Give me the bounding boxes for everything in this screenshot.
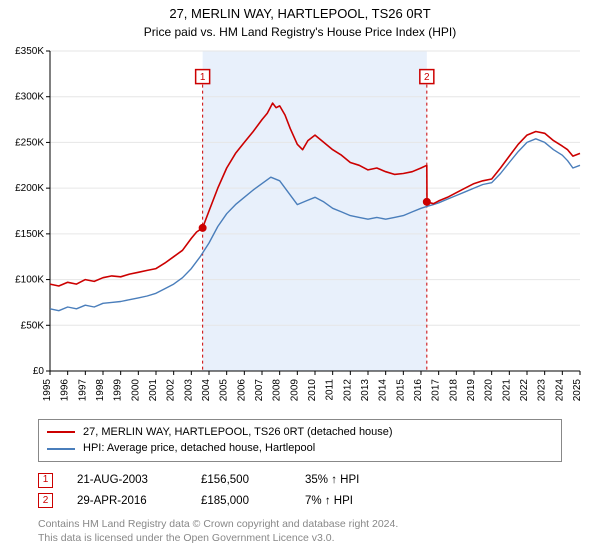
svg-text:2022: 2022 bbox=[519, 378, 530, 401]
sale-price: £156,500 bbox=[201, 470, 281, 491]
svg-text:1999: 1999 bbox=[113, 378, 124, 401]
chart-subtitle: Price paid vs. HM Land Registry's House … bbox=[0, 23, 600, 43]
sale-marker-box: 1 bbox=[38, 473, 53, 488]
chart-title: 27, MERLIN WAY, HARTLEPOOL, TS26 0RT bbox=[0, 0, 600, 23]
svg-text:2003: 2003 bbox=[183, 378, 194, 401]
svg-text:£100K: £100K bbox=[15, 274, 44, 285]
svg-text:2007: 2007 bbox=[254, 378, 265, 401]
svg-text:2016: 2016 bbox=[413, 378, 424, 401]
svg-text:2010: 2010 bbox=[307, 378, 318, 401]
svg-text:£150K: £150K bbox=[15, 229, 44, 240]
svg-text:2004: 2004 bbox=[201, 378, 212, 401]
sale-row: 1 21-AUG-2003 £156,500 35% ↑ HPI bbox=[38, 470, 562, 491]
sales-table: 1 21-AUG-2003 £156,500 35% ↑ HPI 2 29-APR-201… bbox=[38, 470, 562, 511]
sale-price: £185,000 bbox=[201, 491, 281, 512]
svg-text:2017: 2017 bbox=[431, 378, 442, 401]
chart-container: 27, MERLIN WAY, HARTLEPOOL, TS26 0RT Pri… bbox=[0, 0, 600, 560]
svg-text:2018: 2018 bbox=[448, 378, 459, 401]
svg-text:2014: 2014 bbox=[378, 378, 389, 401]
sale-hpi: 7% ↑ HPI bbox=[305, 491, 385, 512]
legend-label: 27, MERLIN WAY, HARTLEPOOL, TS26 0RT (de… bbox=[83, 424, 393, 441]
sale-date: 29-APR-2016 bbox=[77, 491, 177, 512]
legend-box: 27, MERLIN WAY, HARTLEPOOL, TS26 0RT (de… bbox=[38, 419, 562, 462]
sale-row: 2 29-APR-2016 £185,000 7% ↑ HPI bbox=[38, 491, 562, 512]
svg-text:2011: 2011 bbox=[325, 378, 336, 400]
sale-marker-box: 2 bbox=[38, 493, 53, 508]
legend-swatch bbox=[47, 448, 75, 450]
sale-hpi: 35% ↑ HPI bbox=[305, 470, 385, 491]
svg-text:2021: 2021 bbox=[501, 378, 512, 401]
sale-date: 21-AUG-2003 bbox=[77, 470, 177, 491]
svg-text:2015: 2015 bbox=[395, 378, 406, 401]
svg-text:2009: 2009 bbox=[289, 378, 300, 401]
legend-label: HPI: Average price, detached house, Hart… bbox=[83, 440, 315, 457]
svg-text:2001: 2001 bbox=[148, 378, 159, 401]
svg-text:2008: 2008 bbox=[272, 378, 283, 401]
svg-text:2023: 2023 bbox=[537, 378, 548, 401]
footer-text: Contains HM Land Registry data © Crown c… bbox=[38, 517, 562, 545]
svg-text:£300K: £300K bbox=[15, 92, 44, 103]
legend-swatch bbox=[47, 431, 75, 433]
svg-text:£0: £0 bbox=[33, 366, 45, 377]
line-chart-svg: £0 £50K £100K £150K £200K £250K £300K £350K 1995… bbox=[8, 43, 590, 413]
footer-line2: This data is licensed under the Open Gov… bbox=[38, 531, 562, 545]
svg-text:£50K: £50K bbox=[21, 320, 45, 331]
svg-text:2019: 2019 bbox=[466, 378, 477, 401]
svg-text:£250K: £250K bbox=[15, 137, 44, 148]
svg-text:2013: 2013 bbox=[360, 378, 371, 401]
svg-text:2006: 2006 bbox=[236, 378, 247, 401]
svg-text:1997: 1997 bbox=[77, 378, 88, 401]
footer-line1: Contains HM Land Registry data © Crown c… bbox=[38, 517, 562, 531]
chart-area: £0£50K£100K£150K£200K£250K£300K£350K1995… bbox=[44, 43, 590, 413]
svg-text:2000: 2000 bbox=[130, 378, 141, 401]
svg-text:2020: 2020 bbox=[484, 378, 495, 401]
svg-text:1995: 1995 bbox=[42, 378, 53, 401]
svg-text:1996: 1996 bbox=[60, 378, 71, 401]
svg-text:2012: 2012 bbox=[342, 378, 353, 401]
svg-text:2024: 2024 bbox=[554, 378, 565, 401]
svg-text:1: 1 bbox=[200, 72, 206, 83]
svg-text:£200K: £200K bbox=[15, 183, 44, 194]
legend-item: HPI: Average price, detached house, Hart… bbox=[47, 440, 553, 457]
svg-text:2002: 2002 bbox=[166, 378, 177, 401]
svg-text:2: 2 bbox=[424, 72, 430, 83]
svg-text:1998: 1998 bbox=[95, 378, 106, 401]
svg-text:2025: 2025 bbox=[572, 378, 583, 401]
legend-item: 27, MERLIN WAY, HARTLEPOOL, TS26 0RT (de… bbox=[47, 424, 553, 441]
svg-text:£350K: £350K bbox=[15, 46, 44, 57]
svg-text:2005: 2005 bbox=[219, 378, 230, 401]
